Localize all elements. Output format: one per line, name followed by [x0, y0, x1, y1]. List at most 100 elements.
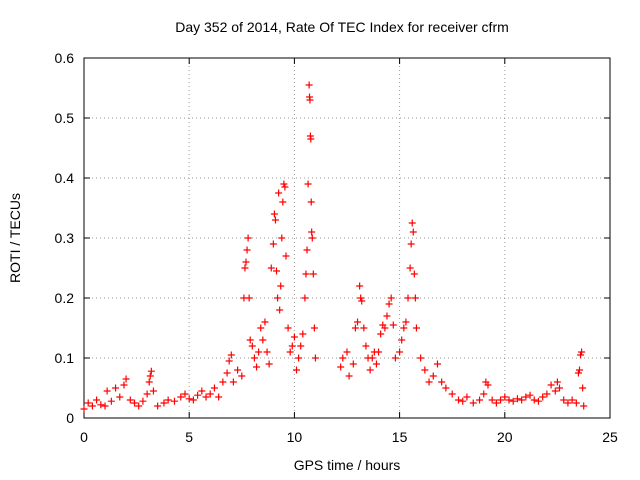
- data-point: [234, 366, 242, 374]
- data-point: [185, 395, 193, 403]
- data-point: [568, 396, 576, 404]
- data-point: [578, 348, 586, 356]
- data-point: [459, 397, 467, 405]
- data-point: [577, 351, 585, 359]
- data-point: [280, 180, 288, 188]
- data-point: [530, 396, 538, 404]
- data-point: [278, 234, 286, 242]
- data-point: [509, 397, 517, 405]
- data-point: [387, 294, 395, 302]
- data-point: [229, 378, 237, 386]
- data-point: [177, 393, 185, 401]
- data-point: [385, 300, 393, 308]
- data-point: [164, 396, 172, 404]
- data-point: [501, 393, 509, 401]
- x-axis-ticks: 0 5 10 15 20 25: [80, 58, 618, 445]
- data-point: [261, 318, 269, 326]
- data-point: [147, 367, 155, 375]
- chart-title: Day 352 of 2014, Rate Of TEC Index for r…: [175, 19, 509, 35]
- data-point: [227, 351, 235, 359]
- data-point: [307, 198, 315, 206]
- data-point: [358, 297, 366, 305]
- data-point: [244, 234, 252, 242]
- data-point: [539, 393, 547, 401]
- data-point: [189, 396, 197, 404]
- y-axis-label: ROTI / TECUs: [7, 193, 23, 283]
- data-point: [547, 381, 555, 389]
- data-point: [297, 342, 305, 350]
- data-point: [250, 354, 258, 362]
- data-point: [276, 306, 284, 314]
- data-point: [402, 318, 410, 326]
- data-point: [288, 342, 296, 350]
- data-point: [518, 396, 526, 404]
- data-point: [307, 135, 315, 143]
- data-point: [135, 402, 143, 410]
- data-point: [425, 378, 433, 386]
- data-point: [381, 324, 389, 332]
- data-point: [101, 402, 109, 410]
- data-point: [534, 397, 542, 405]
- data-point: [304, 180, 312, 188]
- data-point: [248, 342, 256, 350]
- data-point: [543, 390, 551, 398]
- data-point: [290, 333, 298, 341]
- data-point: [580, 402, 588, 410]
- data-point: [343, 348, 351, 356]
- data-point: [362, 342, 370, 350]
- data-point: [442, 384, 450, 392]
- x-tick-label: 0: [80, 429, 88, 445]
- data-point: [339, 354, 347, 362]
- data-point: [309, 270, 317, 278]
- data-point: [556, 384, 564, 392]
- data-point: [308, 234, 316, 242]
- data-point: [143, 390, 151, 398]
- data-point: [433, 360, 441, 368]
- data-point: [575, 366, 583, 374]
- data-point: [97, 401, 105, 409]
- data-point: [265, 360, 273, 368]
- data-point: [476, 396, 484, 404]
- data-point: [112, 384, 120, 392]
- data-point: [469, 399, 477, 407]
- data-point: [238, 372, 246, 380]
- y-tick-label: 0: [66, 410, 74, 426]
- data-point: [522, 393, 530, 401]
- data-point: [306, 96, 314, 104]
- data-point: [448, 390, 456, 398]
- data-point: [84, 399, 92, 407]
- data-point: [551, 387, 559, 395]
- data-point: [267, 264, 275, 272]
- data-point: [270, 210, 278, 218]
- data-point: [389, 321, 397, 329]
- data-point: [126, 396, 134, 404]
- data-point: [257, 324, 265, 332]
- x-tick-label: 10: [287, 429, 303, 445]
- data-point: [160, 399, 168, 407]
- data-point: [202, 393, 210, 401]
- grid: [84, 58, 610, 418]
- data-point: [345, 372, 353, 380]
- y-tick-label: 0.1: [55, 350, 75, 366]
- data-point: [351, 324, 359, 332]
- data-point: [372, 360, 380, 368]
- data-point: [286, 348, 294, 356]
- data-point: [253, 363, 261, 371]
- data-point: [255, 348, 263, 356]
- data-point: [492, 399, 500, 407]
- data-point: [263, 348, 271, 356]
- data-point: [409, 228, 417, 236]
- data-point: [293, 366, 301, 374]
- data-point: [146, 372, 154, 380]
- data-point: [275, 189, 283, 197]
- data-point: [302, 270, 310, 278]
- data-point: [122, 375, 130, 383]
- plot-frame: [83, 57, 611, 419]
- data-point: [225, 357, 233, 365]
- data-point: [383, 312, 391, 320]
- data-point: [107, 397, 115, 405]
- data-point: [417, 354, 425, 362]
- data-point: [305, 81, 313, 89]
- x-tick-label: 5: [185, 429, 193, 445]
- data-point: [349, 360, 357, 368]
